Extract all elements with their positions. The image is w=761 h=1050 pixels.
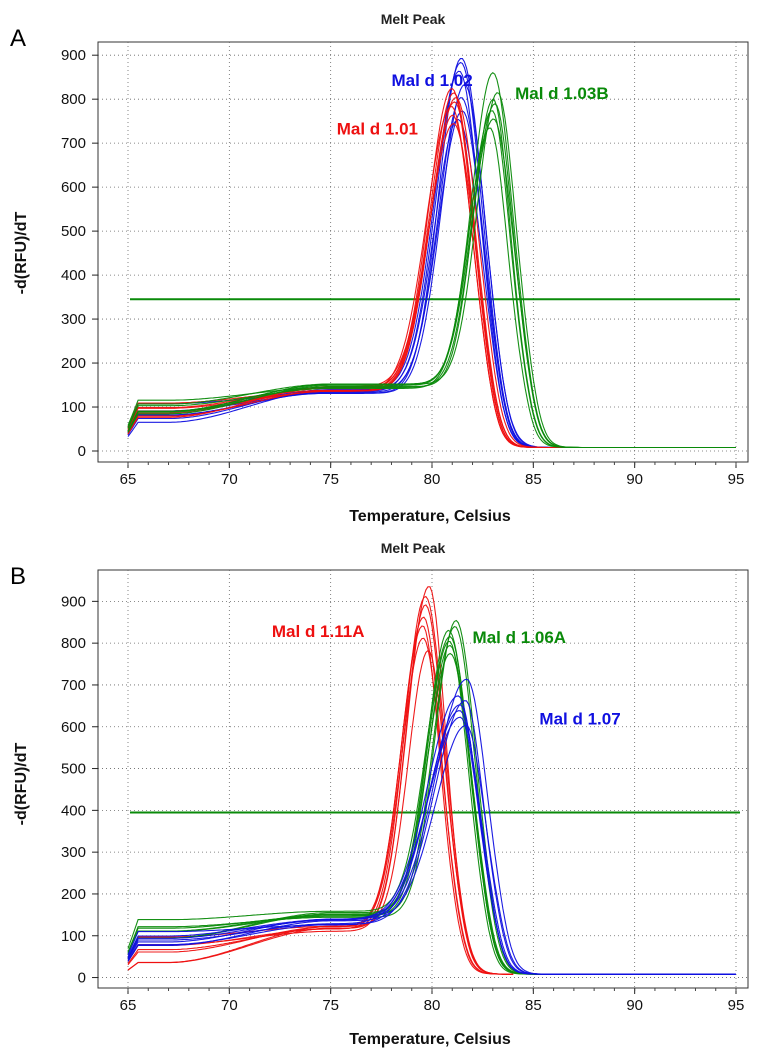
x-tick-label: 70 [221, 471, 238, 488]
series-label-mal-d-1-11a: Mal d 1.11A [272, 622, 365, 641]
melt-curve [127, 92, 655, 449]
x-axis-label-a: Temperature, Celsius [349, 508, 511, 525]
y-tick-label: 700 [61, 677, 86, 694]
series-mal-d-1-07 [127, 678, 736, 975]
y-tick-label: 200 [61, 355, 86, 372]
plot-frame-a [97, 41, 749, 463]
y-axis-label-a: -d(RFU)/dT [13, 211, 30, 294]
melt-curve [127, 106, 655, 449]
y-tick-label: 0 [78, 970, 86, 987]
x-tick-label: 95 [728, 471, 745, 488]
y-tick-label: 300 [61, 311, 86, 328]
series-label-mal-d-1-06a: Mal d 1.06A [473, 628, 567, 647]
y-tick-label: 700 [61, 135, 86, 152]
y-tick-label: 500 [61, 761, 86, 778]
melt-curve [127, 678, 736, 975]
x-tick-label: 75 [322, 471, 339, 488]
melt-curve [127, 625, 514, 975]
melt-curve [127, 98, 736, 449]
x-tick-label: 90 [626, 997, 643, 1014]
series-label-mal-d-1-07: Mal d 1.07 [539, 710, 620, 729]
x-axis-label-b: Temperature, Celsius [349, 1031, 511, 1048]
melt-curve [127, 635, 736, 975]
series-label-mal-d-1-02: Mal d 1.02 [391, 71, 472, 90]
y-tick-label: 300 [61, 844, 86, 861]
series-label-mal-d-1-01: Mal d 1.01 [337, 119, 418, 138]
x-tick-label: 90 [626, 471, 643, 488]
x-tick-label: 85 [525, 471, 542, 488]
panel-label-a: A [10, 25, 26, 52]
x-tick-label: 95 [728, 997, 745, 1014]
plot-frame-b [97, 569, 749, 989]
melt-curve [127, 71, 736, 449]
melt-curve [127, 87, 655, 449]
y-tick-label: 900 [61, 47, 86, 64]
y-tick-label: 0 [78, 443, 86, 460]
chart-title-b: Melt Peak [381, 540, 446, 556]
x-tick-label: 65 [120, 471, 137, 488]
y-tick-label: 100 [61, 399, 86, 416]
y-tick-label: 500 [61, 223, 86, 240]
x-tick-label: 80 [424, 997, 441, 1014]
melt-curve [127, 700, 736, 975]
y-tick-label: 100 [61, 928, 86, 945]
y-tick-label: 600 [61, 179, 86, 196]
y-tick-label: 400 [61, 802, 86, 819]
series-mal-d-1-02 [127, 58, 736, 449]
panel-label-b: B [10, 563, 26, 590]
chart-title-a: Melt Peak [381, 11, 446, 27]
y-tick-label: 800 [61, 91, 86, 108]
melt-curve [127, 103, 736, 449]
y-axis-label-b: -d(RFU)/dT [13, 742, 30, 825]
y-tick-label: 400 [61, 267, 86, 284]
panel-a: Melt Peak A Temperature, Celsius -d(RFU)… [10, 11, 749, 525]
x-tick-label: 65 [120, 997, 137, 1014]
y-tick-label: 200 [61, 886, 86, 903]
panel-b: Melt Peak B Temperature, Celsius -d(RFU)… [10, 540, 749, 1048]
x-tick-label: 85 [525, 997, 542, 1014]
y-tick-label: 600 [61, 719, 86, 736]
series-label-mal-d-1-03b: Mal d 1.03B [515, 84, 609, 103]
x-tick-label: 75 [322, 997, 339, 1014]
melt-curve [127, 101, 655, 449]
melt-curve [127, 58, 736, 449]
melt-curve [127, 114, 655, 449]
y-tick-label: 900 [61, 593, 86, 610]
melt-curve [127, 96, 655, 449]
x-tick-label: 80 [424, 471, 441, 488]
series-mal-d-1-03b [127, 71, 736, 449]
y-tick-label: 800 [61, 635, 86, 652]
series-mal-d-1-01 [127, 87, 655, 449]
melt-curve [127, 595, 514, 975]
x-tick-label: 70 [221, 997, 238, 1014]
